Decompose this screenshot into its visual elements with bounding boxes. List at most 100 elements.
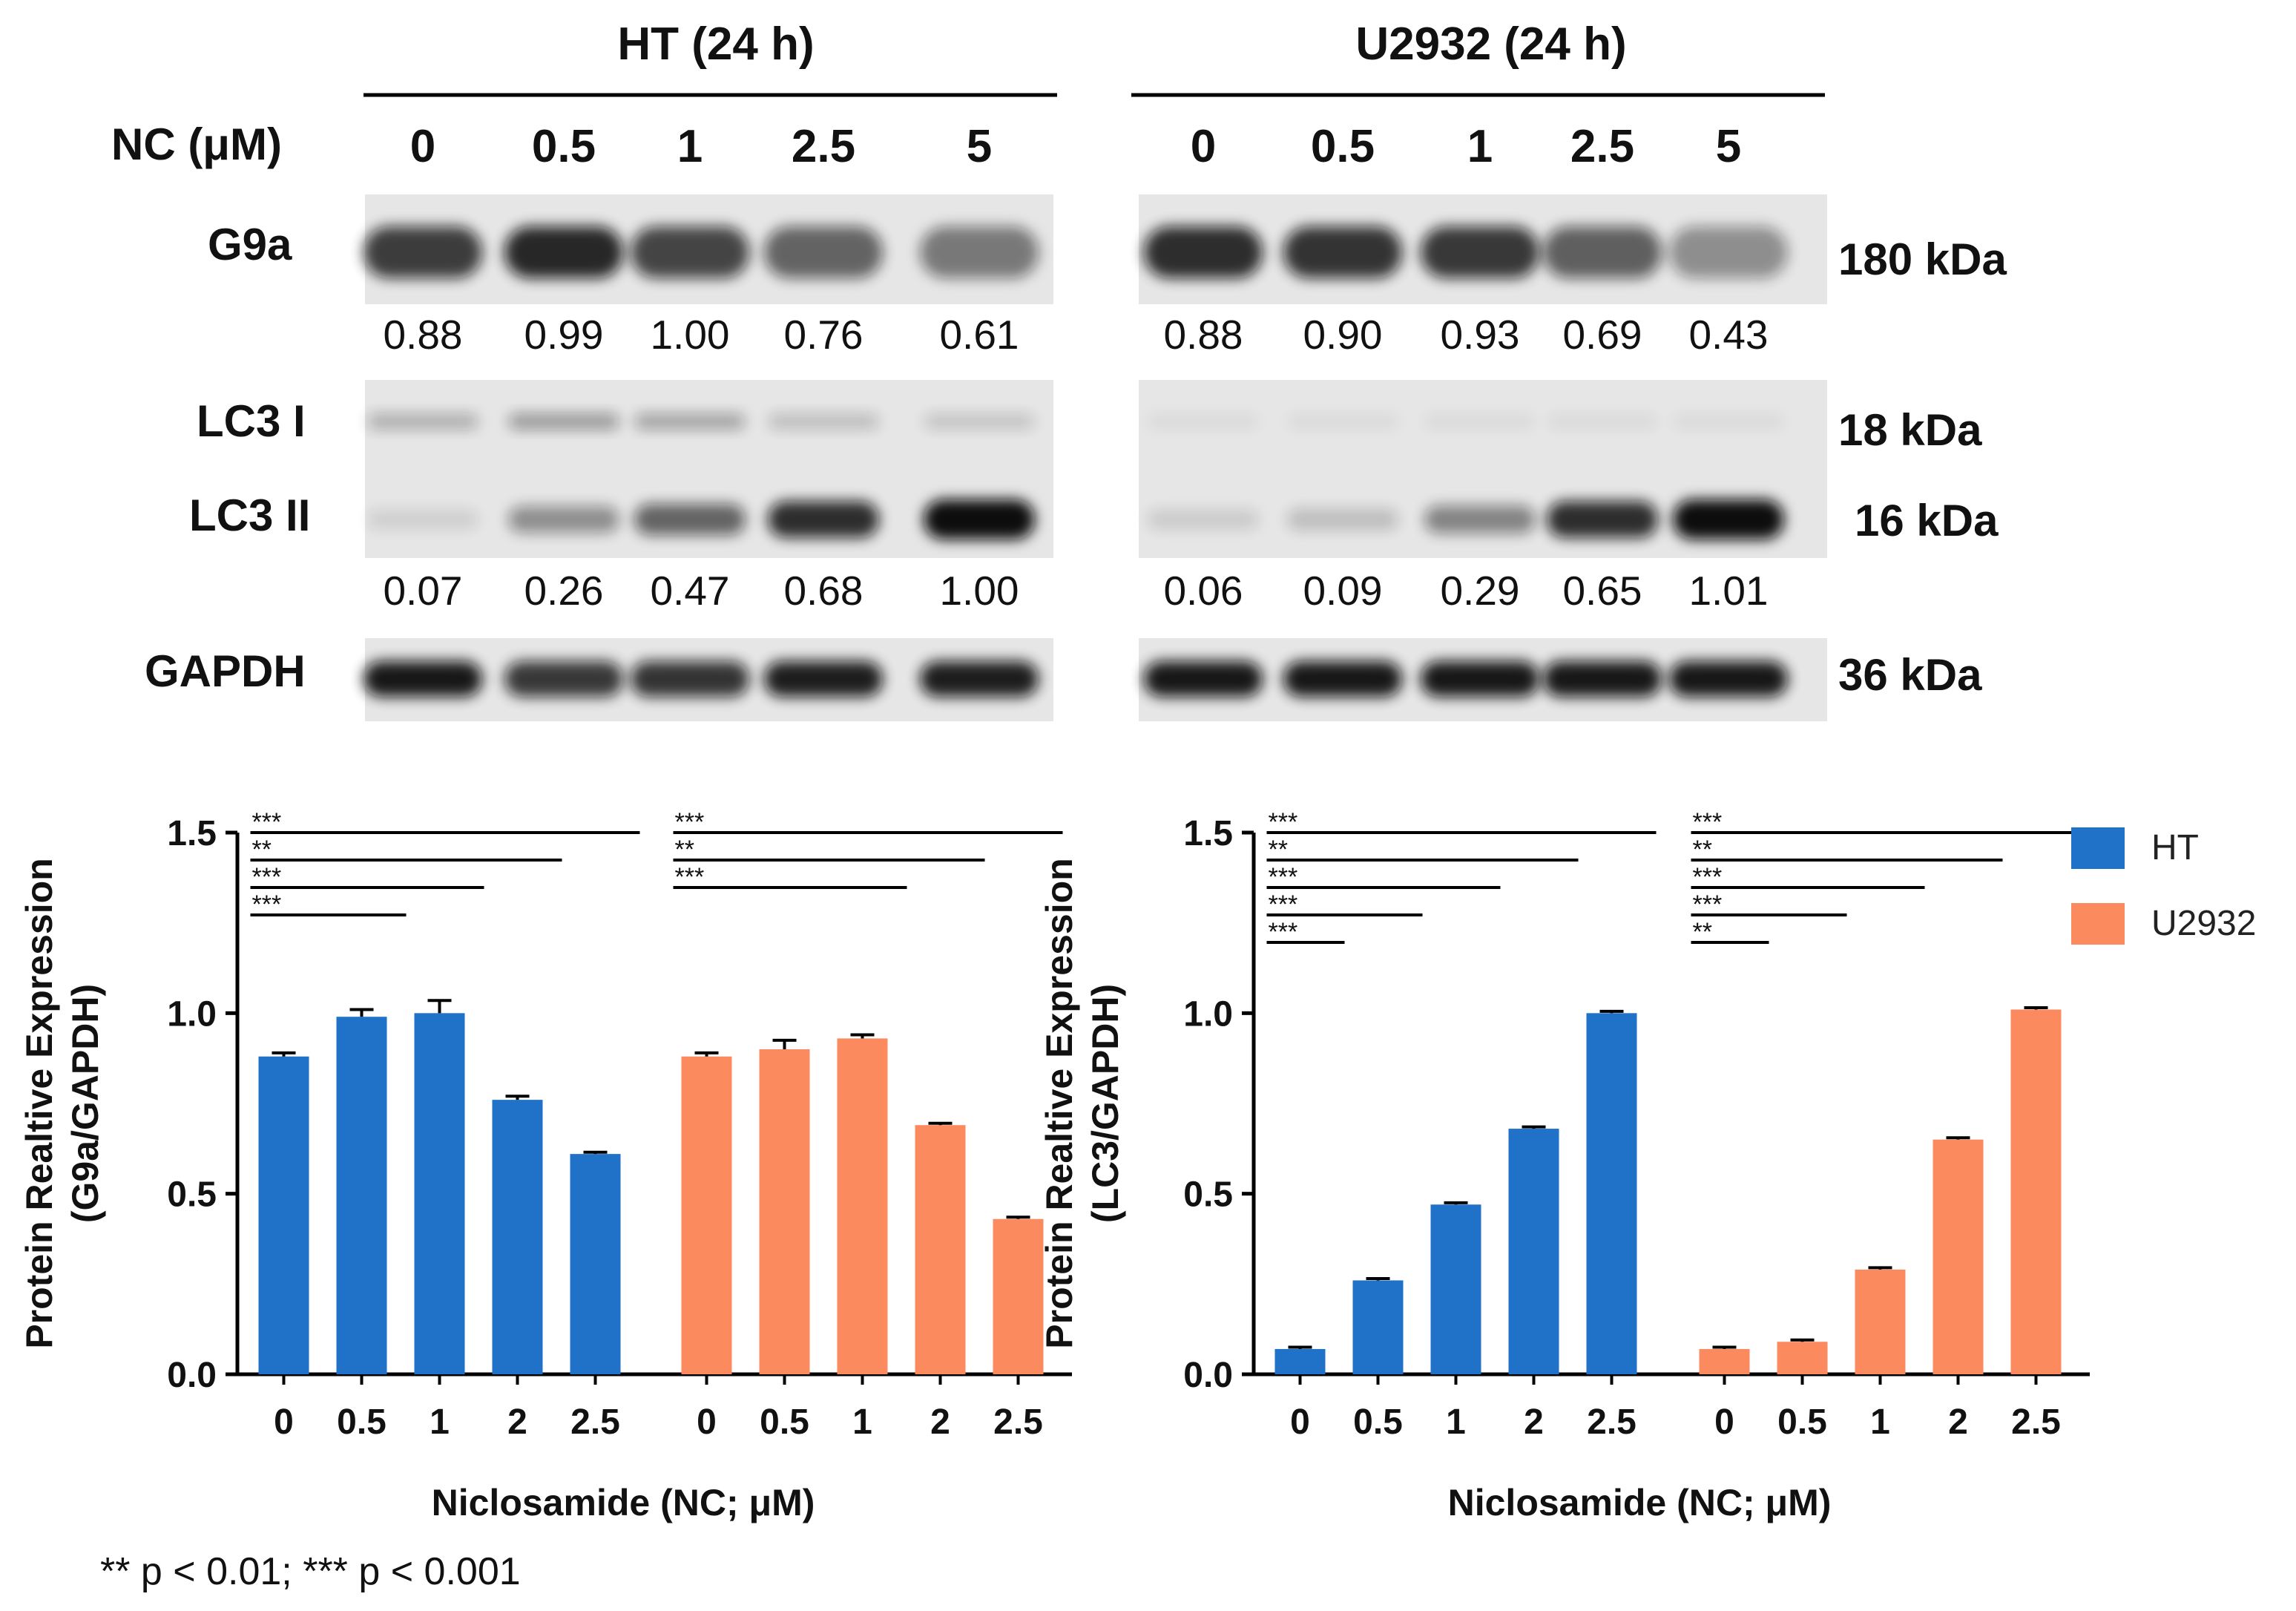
blot-left-g9a-band (504, 226, 623, 278)
x-tick-label: 0 (1290, 1402, 1310, 1442)
significance-stars: *** (1269, 808, 1298, 836)
blot-right-g9a-quant: 0.69 (1562, 312, 1642, 358)
bar-u2932-2.5 (2010, 1009, 2062, 1374)
kda-lc3ii: 16 kDa (1855, 496, 1999, 545)
y-tick-label: 1.5 (1183, 814, 1233, 853)
blot-left-gapdh-band (631, 661, 749, 697)
blot-right-lc3ii-band (1148, 509, 1259, 530)
bar-u2932-1 (837, 1038, 888, 1374)
y-axis-title-units: (LC3/GAPDH) (1085, 984, 1126, 1223)
x-tick-label: 0 (697, 1402, 717, 1442)
significance-stars: *** (252, 863, 282, 891)
significance-footnote: ** p < 0.01; *** p < 0.001 (100, 1550, 521, 1593)
blot-right-g9a-band (1421, 226, 1539, 278)
blot-right-gapdh-band (1421, 661, 1539, 697)
bar-u2932-1 (1855, 1269, 1906, 1374)
blot-left-lc3i-band (634, 413, 746, 430)
significance-stars: *** (1693, 808, 1723, 836)
x-tick-label: 2.5 (570, 1402, 620, 1442)
blot-left-gapdh-band (764, 661, 883, 697)
significance-stars: *** (675, 808, 705, 836)
x-axis-title: Niclosamide (NC; μM) (1448, 1482, 1832, 1523)
blot-right-conc-label: 2.5 (1570, 121, 1634, 172)
bar-ht-2.5 (1586, 1013, 1637, 1374)
x-tick-label: 1 (1870, 1402, 1890, 1442)
x-tick-label: 2 (507, 1402, 527, 1442)
significance-stars: ** (252, 836, 272, 864)
bar-ht-0.5 (1352, 1280, 1404, 1374)
blot-right-gapdh-band (1283, 661, 1402, 697)
bar-u2932-0.5 (759, 1049, 810, 1374)
blot-left-lc3i-band (924, 413, 1035, 430)
blot-right-lc3-quant: 1.01 (1688, 568, 1768, 614)
blot-left-lc3-quant: 1.00 (939, 568, 1019, 614)
y-axis-title: Protein Realtive Expression (19, 858, 60, 1348)
kda-g9a: 180 kDa (1838, 234, 2007, 284)
blot-left-conc-label: 0.5 (532, 121, 596, 172)
blot-left-g9a-quant: 0.88 (383, 312, 462, 358)
y-tick-label: 0.0 (1183, 1356, 1233, 1395)
y-axis-title-units: (G9a/GAPDH) (65, 984, 106, 1223)
significance-stars: *** (252, 890, 282, 919)
blot-left-g9a-quant: 0.99 (524, 312, 603, 358)
significance-stars: *** (675, 863, 705, 891)
blot-right-conc-label: 1 (1467, 121, 1493, 172)
significance-stars: ** (1693, 836, 1712, 864)
blot-right-gapdh-band (1144, 661, 1263, 697)
blot-left-gapdh-band (920, 661, 1039, 697)
blot-left-concentrations: 0 0.5 1 2.5 5 (410, 121, 992, 172)
row-label-gapdh: GAPDH (145, 646, 306, 696)
blot-right-g9a-quant: 0.88 (1163, 312, 1243, 358)
x-tick-label: 1 (430, 1402, 450, 1442)
blot-right-lc3i-band (1673, 413, 1784, 430)
blot-right-lc3ii-band (1424, 505, 1536, 534)
blot-left-lc3ii-band (768, 501, 879, 538)
row-label-g9a: G9a (208, 220, 292, 269)
blot-left-gapdh-band (504, 661, 623, 697)
blot-right-conc-label: 0.5 (1311, 121, 1375, 172)
blot-quantifications: 0.88 0.07 0.99 0.26 1.00 0.47 0.76 0.68 0.61 1.00… (383, 312, 1768, 614)
x-tick-label: 0.5 (760, 1402, 809, 1442)
blot-left-g9a-band (631, 226, 749, 278)
y-tick-label: 1.5 (167, 814, 217, 853)
blot-left-lc3-quant: 0.68 (783, 568, 863, 614)
blot-right-lc3i-band (1424, 413, 1536, 430)
significance-stars: *** (252, 808, 282, 836)
blot-right-conc-label: 0 (1191, 121, 1216, 172)
y-tick-label: 0.5 (1183, 1175, 1233, 1215)
blot-right-lc3-quant: 0.09 (1303, 568, 1382, 614)
legend-label-ht: HT (2151, 828, 2199, 867)
bar-u2932-0.5 (1777, 1342, 1828, 1374)
y-axis-title: Protein Realtive Expression (1039, 858, 1080, 1348)
blot-left-gapdh-band (364, 661, 482, 697)
blot-right-lc3ii-band (1673, 499, 1784, 539)
bar-ht-1 (414, 1013, 465, 1374)
significance-stars: *** (1269, 863, 1298, 891)
x-tick-label: 0.5 (1777, 1402, 1827, 1442)
blot-left-lc3i-band (768, 413, 879, 430)
x-tick-label: 0 (274, 1402, 294, 1442)
significance-stars: *** (1269, 890, 1298, 919)
blot-left-conc-label: 0 (410, 121, 435, 172)
bar-ht-2.5 (570, 1154, 621, 1374)
blot-left-lc3ii-band (508, 506, 619, 533)
legend-swatch-u2932 (2071, 903, 2125, 945)
significance-stars: *** (1269, 918, 1298, 946)
blot-bands (364, 226, 1788, 697)
legend-label-u2932: U2932 (2151, 904, 2256, 943)
blot-right-lc3i-band (1148, 413, 1259, 430)
bar-ht-0 (258, 1056, 309, 1374)
blot-left-g9a-band (364, 226, 482, 278)
blot-left-g9a-band (764, 226, 883, 278)
x-tick-label: 1 (852, 1402, 872, 1442)
row-label-lc3i: LC3 I (197, 396, 306, 446)
g9a-bar-chart: 0.0 0.5 1.0 1.5 Protein Realtive Expression(… (19, 808, 1072, 1523)
y-tick-label: 1.0 (167, 994, 217, 1034)
x-tick-label: 2 (1948, 1402, 1968, 1442)
blot-right-conc-label: 5 (1716, 121, 1741, 172)
blot-left-title: HT (24 h) (617, 19, 814, 70)
bar-ht-2 (492, 1100, 543, 1374)
blot-right-lc3ii-band (1547, 501, 1658, 538)
bar-u2932-0 (1699, 1348, 1750, 1374)
